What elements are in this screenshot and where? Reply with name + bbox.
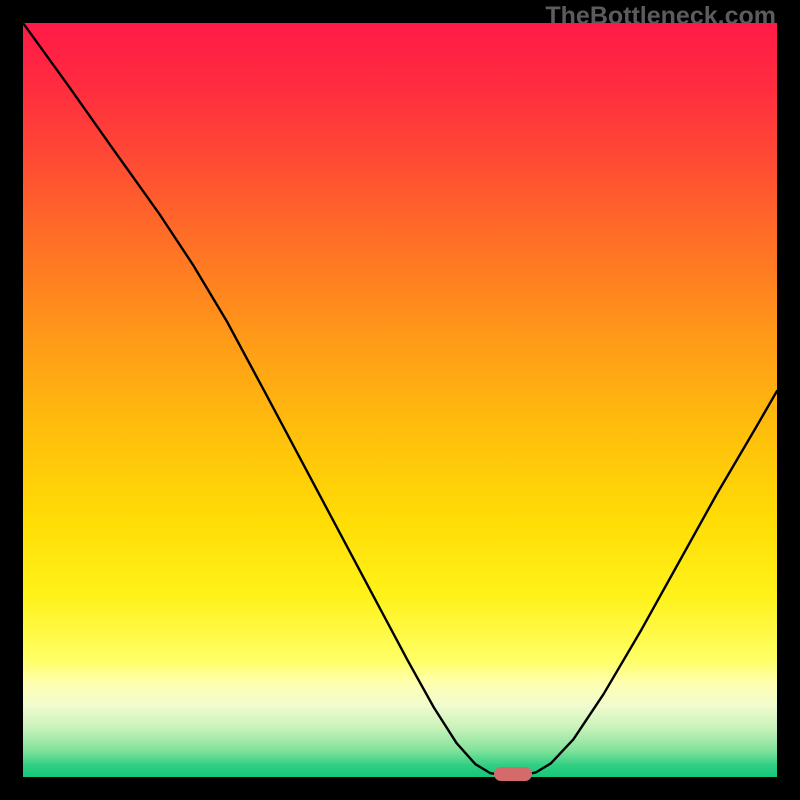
chart-frame: TheBottleneck.com	[0, 0, 800, 800]
optimal-marker	[494, 767, 532, 781]
curve-svg	[23, 23, 777, 777]
plot-area	[23, 23, 777, 777]
bottleneck-curve	[23, 23, 777, 775]
